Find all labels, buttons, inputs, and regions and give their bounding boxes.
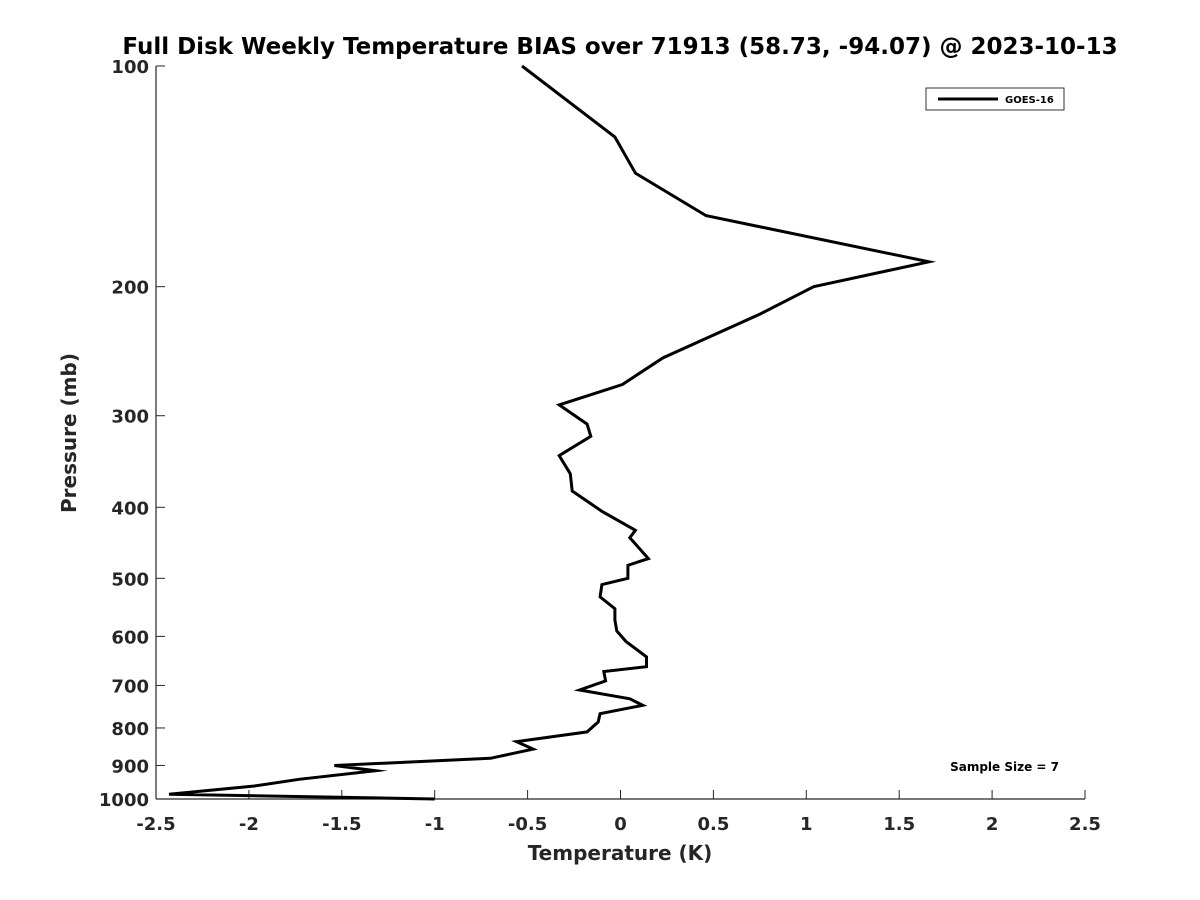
x-tick-label: 1	[800, 814, 813, 835]
x-tick-label: 0.5	[697, 814, 729, 835]
x-axis-label: Temperature (K)	[528, 841, 713, 865]
x-tick-label: -0.5	[508, 814, 547, 835]
y-tick-label: 800	[111, 719, 149, 740]
y-axis-label: Pressure (mb)	[57, 353, 81, 513]
x-tick-label: 2.5	[1069, 814, 1101, 835]
plot-area: -2.5 -2 -1.5 -1 -0.5 0 0.5 1 1.5 2 2.5 100 200 300 40…	[99, 57, 1101, 835]
chart-title: Full Disk Weekly Temperature BIAS over 7…	[122, 34, 1117, 60]
y-tick-label: 300	[111, 407, 149, 428]
x-tick-label: 2	[986, 814, 999, 835]
x-tick-label: -2.5	[136, 814, 175, 835]
sample-size-annotation: Sample Size = 7	[950, 760, 1059, 774]
legend: GOES-16	[925, 87, 1065, 111]
y-tick-label: 400	[111, 498, 149, 519]
y-tick-label: 900	[111, 756, 149, 777]
series-group	[168, 64, 937, 801]
legend-label-goes-16: GOES-16	[1005, 95, 1054, 106]
x-tick-label: -1	[425, 814, 445, 835]
y-tick-label: 500	[111, 569, 149, 590]
y-tick-label: 700	[111, 676, 149, 697]
x-tick-label: 0	[614, 814, 627, 835]
y-tick-label: 200	[111, 278, 149, 299]
y-tick-label: 600	[111, 627, 149, 648]
x-tick-label: -1.5	[322, 814, 361, 835]
y-tick-label: 100	[111, 57, 149, 78]
y-tick-label: 1000	[99, 790, 149, 811]
series-line-goes-16	[168, 64, 937, 801]
x-tick-label: -2	[239, 814, 259, 835]
x-tick-label: 1.5	[883, 814, 915, 835]
y-axis-ticks: 100 200 300 400 500 600 700 800 900 1000	[99, 57, 165, 811]
x-axis-ticks: -2.5 -2 -1.5 -1 -0.5 0 0.5 1 1.5 2 2.5	[136, 790, 1101, 835]
